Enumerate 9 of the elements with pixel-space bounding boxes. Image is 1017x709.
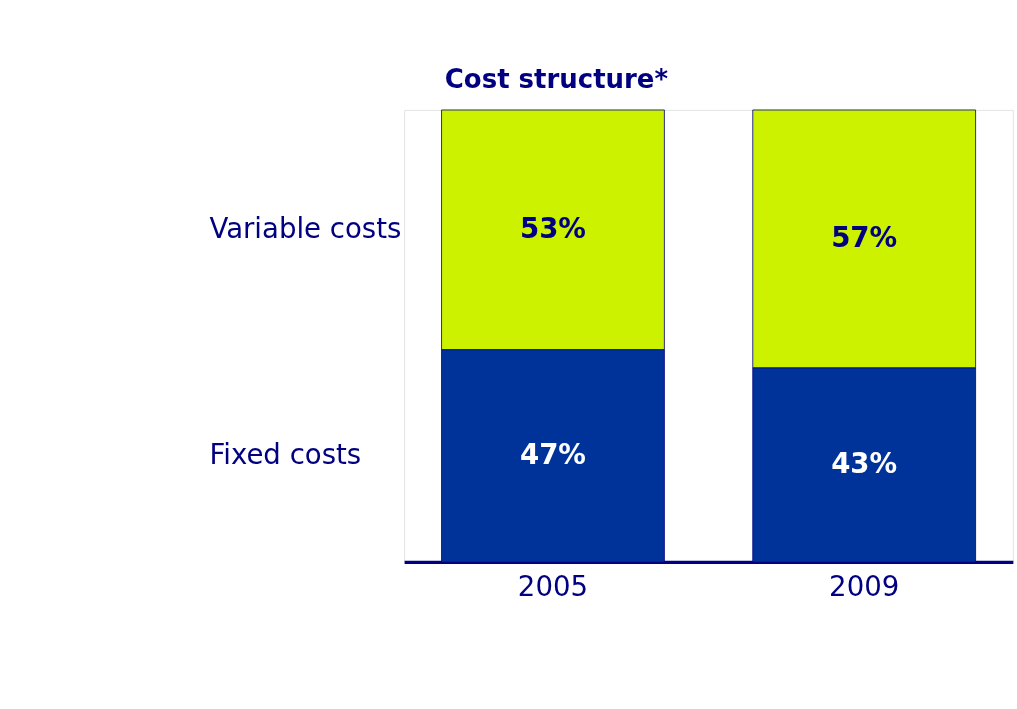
- x-tick-label: 2005: [517, 569, 589, 603]
- series-label: Variable costs: [209, 211, 402, 245]
- data-label: 43%: [831, 446, 898, 480]
- chart-title: Cost structure*: [444, 63, 669, 94]
- text: Fixed costs: [209, 437, 362, 471]
- data-label: 47%: [519, 437, 586, 471]
- x-tick-label: 2009: [829, 569, 900, 603]
- data-label: 57%: [831, 220, 898, 254]
- data-label: 53%: [519, 211, 586, 245]
